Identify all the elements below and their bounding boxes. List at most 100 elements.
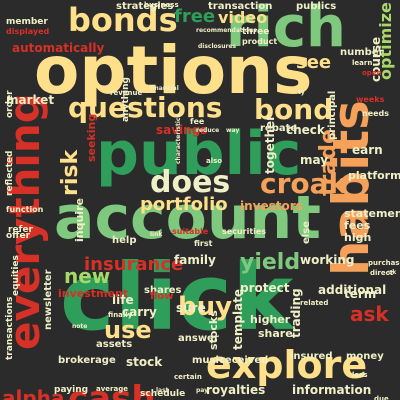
- word-working: working: [300, 253, 355, 267]
- word-bond: bond: [254, 93, 334, 126]
- word-croak: croak: [260, 167, 348, 200]
- word-rich: rich: [226, 0, 346, 60]
- word-securities: securities: [222, 227, 267, 236]
- word-way: way: [226, 127, 240, 134]
- word-money: money: [346, 351, 384, 362]
- word-assets: assets: [96, 339, 133, 350]
- word-loss: loss: [352, 371, 368, 379]
- word-account: account: [54, 183, 321, 253]
- word-due: due: [374, 395, 389, 400]
- word-market: market: [6, 93, 55, 107]
- word-last: last: [156, 387, 169, 394]
- word-financial: financial: [150, 85, 179, 92]
- word-weeks: weeks: [356, 95, 385, 104]
- word-publics: publics: [296, 1, 337, 12]
- word-inquire: inquire: [73, 198, 86, 242]
- word-free: free: [174, 6, 216, 27]
- word-buy: buy: [178, 292, 233, 322]
- word-check: check: [286, 123, 325, 137]
- word-pay: pay: [196, 387, 209, 394]
- word-disclosures: disclosures: [198, 43, 237, 50]
- word-video: video: [218, 8, 268, 27]
- word-see: see: [296, 52, 332, 73]
- word-additional: additional: [318, 283, 387, 297]
- word-order: order: [5, 90, 15, 118]
- word-shares: shares: [144, 285, 182, 296]
- word-portfolio: portfolio: [140, 194, 228, 215]
- word-finally: finally: [108, 311, 133, 319]
- word-transactions: transactions: [5, 296, 15, 360]
- word-transaction: transaction: [208, 1, 273, 12]
- word-stock: stock: [126, 355, 163, 369]
- word-principal: principal: [327, 90, 338, 140]
- word-suitable: suitable: [172, 227, 209, 236]
- word-template: template: [231, 288, 245, 350]
- word-cash: cash: [68, 379, 156, 400]
- word-needs: needs: [362, 109, 390, 118]
- word-three: three: [242, 27, 270, 37]
- word-use: use: [104, 316, 152, 344]
- word-high: high: [344, 231, 372, 244]
- word-product: product: [242, 37, 278, 46]
- word-newsletter: newsletter: [43, 269, 54, 330]
- word-yield: yield: [240, 250, 301, 275]
- word-average: average: [96, 385, 128, 393]
- word-does: does: [150, 165, 231, 200]
- word-options: options: [34, 32, 313, 109]
- word-automatically: automatically: [12, 41, 105, 55]
- word-learn: learn: [352, 59, 373, 67]
- word-public: public: [96, 119, 302, 189]
- word-higher: higher: [250, 313, 291, 326]
- word-brokerage: brokerage: [58, 355, 116, 366]
- word-offer: offer: [6, 231, 31, 241]
- word-also: also: [206, 157, 223, 165]
- word-together: together: [263, 114, 277, 174]
- word-term: term: [344, 287, 377, 301]
- word-carry: carry: [122, 305, 157, 319]
- word-number: number: [340, 47, 384, 58]
- word-stocks: stocks: [207, 310, 220, 350]
- word-received: received: [220, 355, 269, 366]
- word-risk: risk: [58, 149, 83, 196]
- word-savings: savings: [156, 123, 208, 137]
- word-related: related: [300, 299, 329, 307]
- word-flow: flow: [150, 291, 174, 302]
- word-schedule: schedule: [140, 389, 186, 399]
- word-ty: ty: [298, 89, 305, 96]
- word-note: note: [72, 323, 88, 330]
- word-equities: equities: [11, 255, 21, 296]
- word-link: link: [150, 231, 163, 238]
- word-alpha: alpha: [2, 386, 65, 400]
- word-platform: platform: [348, 169, 400, 182]
- word-investors: investors: [240, 199, 303, 213]
- word-statement: statement: [344, 207, 400, 220]
- word-new: new: [64, 264, 111, 288]
- word-member: member: [6, 17, 48, 27]
- word-sure: sure: [176, 301, 206, 315]
- word-questions: questions: [68, 91, 223, 124]
- word-help: help: [112, 235, 137, 246]
- word-first: first: [194, 239, 213, 248]
- word-insured: insured: [290, 351, 333, 362]
- word-refer: refer: [8, 225, 34, 235]
- word-direct: direct: [370, 269, 394, 277]
- word-answer: answer: [178, 333, 219, 344]
- word-else: else: [301, 221, 312, 244]
- word-family: family: [174, 253, 216, 267]
- word-characteristics: characteristics: [175, 113, 182, 164]
- word-rebate: rebate: [260, 123, 298, 134]
- word-seeking: seeking: [85, 113, 98, 162]
- word-click: click: [60, 244, 294, 351]
- word-life: life: [112, 293, 134, 307]
- word-fees: fees: [344, 219, 371, 232]
- word-reduce: reduce: [196, 127, 220, 134]
- word-trading: trading: [289, 288, 303, 338]
- word-revenue: revenue: [110, 89, 143, 97]
- word-fee: fee: [190, 117, 205, 126]
- word-protect: protect: [240, 281, 290, 295]
- word-paying: paying: [54, 385, 89, 395]
- word-may: may: [300, 153, 329, 167]
- word-insurance: insurance: [84, 254, 184, 275]
- word-share: share: [258, 327, 293, 340]
